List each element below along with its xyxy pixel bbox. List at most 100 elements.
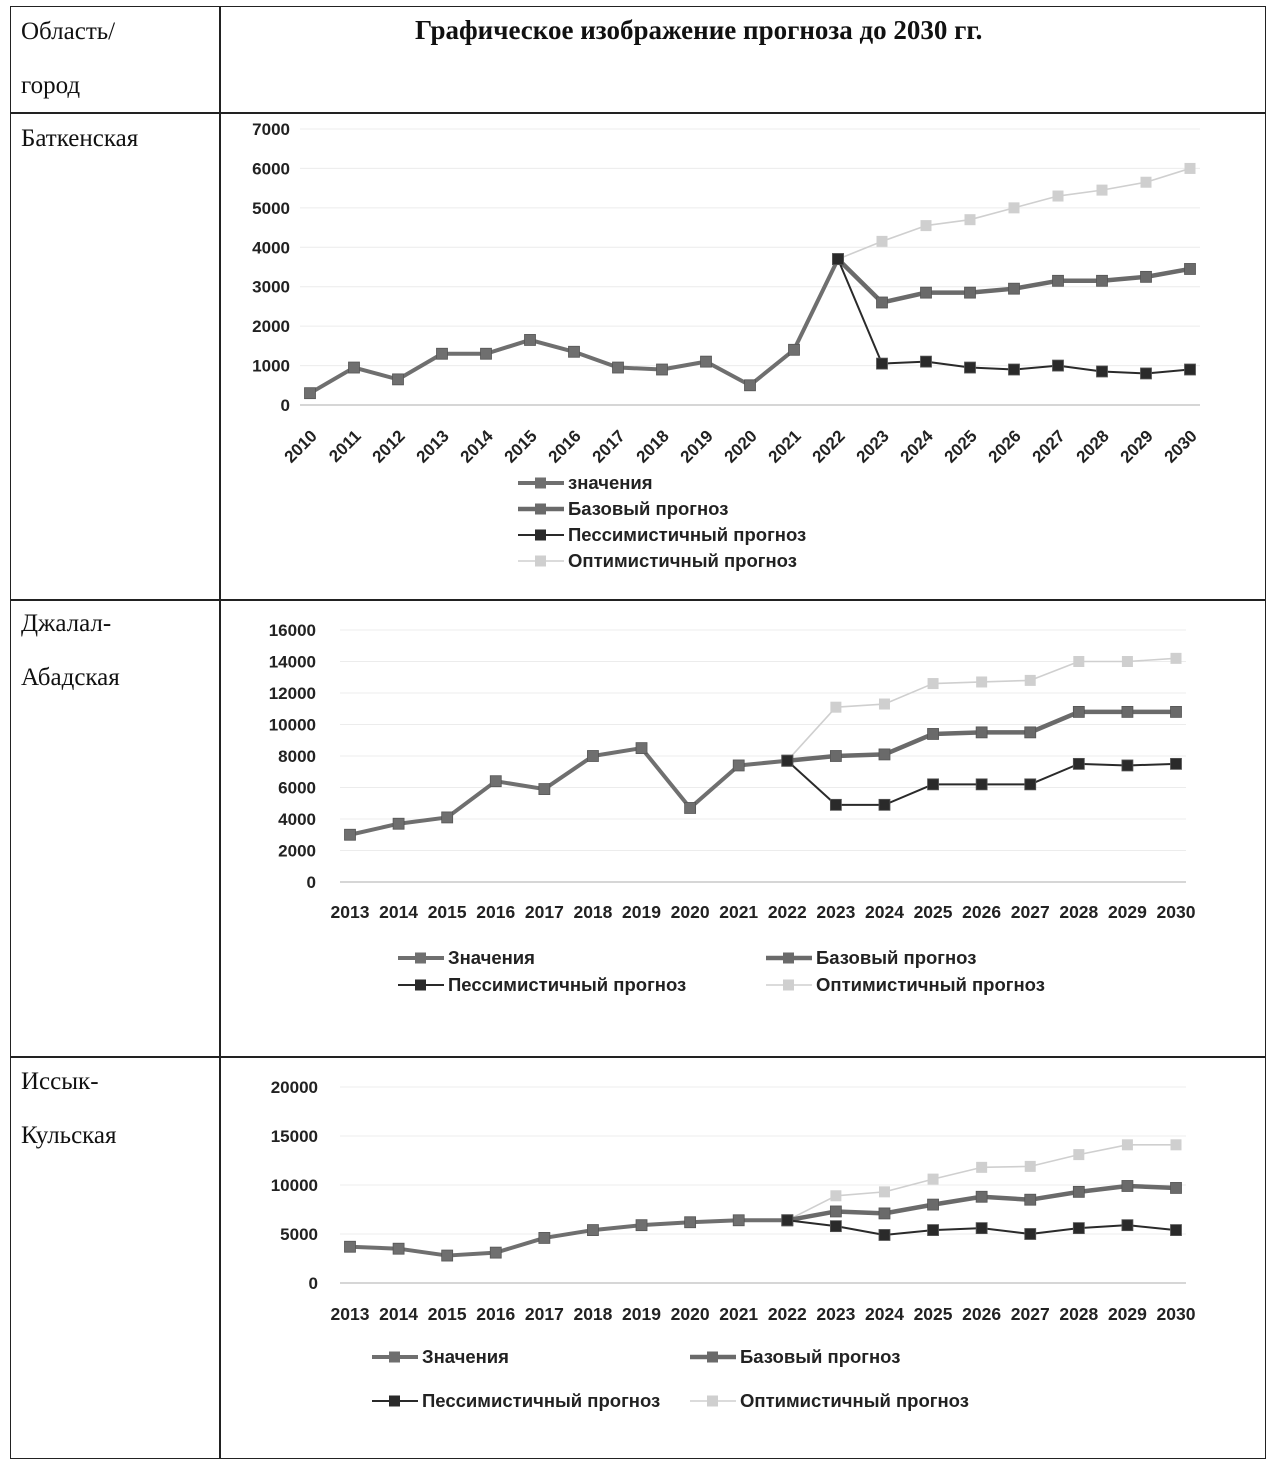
legend-label-pessimistic: Пессимистичный прогноз (448, 974, 686, 995)
data-point-values (684, 802, 697, 814)
x-tick-label: 2027 (1011, 902, 1050, 922)
data-point-base (1121, 706, 1134, 718)
x-tick-label: 2025 (914, 902, 953, 922)
data-point-optimistic (1184, 162, 1196, 174)
x-tick-label: 2027 (1029, 426, 1069, 466)
x-tick-label: 2023 (816, 902, 855, 922)
x-tick-label: 2020 (671, 1304, 710, 1324)
x-tick-label: 2019 (677, 426, 717, 466)
legend-label-pessimistic: Пессимистичный прогноз (568, 524, 806, 545)
legend-marker-optimistic (535, 555, 546, 567)
series-line-optimistic (786, 657, 1177, 762)
legend-marker-values (415, 952, 426, 964)
legend-label-optimistic: Оптимистичный прогноз (816, 974, 1045, 995)
series-line-optimistic (837, 167, 1191, 260)
data-point-optimistic (1170, 652, 1182, 664)
y-tick-label: 8000 (278, 747, 316, 766)
legend-marker-base (783, 952, 794, 964)
data-point-base (1072, 706, 1085, 718)
data-point-values (788, 343, 800, 356)
data-point-values (489, 1246, 502, 1259)
data-point-optimistic (878, 698, 890, 710)
data-point-pessimistic (1170, 757, 1182, 770)
data-point-values (635, 1219, 648, 1232)
data-point-values (489, 775, 502, 788)
data-point-pessimistic (781, 1214, 794, 1227)
y-tick-label: 15000 (271, 1127, 318, 1146)
header-divider (11, 112, 1265, 114)
x-tick-label: 2016 (545, 426, 585, 466)
data-point-optimistic (1140, 176, 1152, 188)
legend-label-base: Базовый прогноз (740, 1346, 900, 1367)
data-point-values (392, 373, 404, 386)
data-point-pessimistic (878, 1229, 891, 1241)
x-tick-label: 2010 (281, 426, 321, 466)
data-point-pessimistic (1024, 1228, 1037, 1240)
data-point-base (975, 1190, 988, 1203)
x-tick-label: 2021 (765, 426, 805, 466)
x-tick-label: 2020 (721, 426, 761, 466)
x-tick-label: 2017 (525, 902, 564, 922)
x-tick-label: 2015 (428, 1304, 467, 1324)
data-point-base (927, 728, 939, 740)
x-tick-label: 2030 (1157, 1304, 1196, 1324)
y-tick-label: 16000 (269, 621, 316, 640)
x-tick-label: 2025 (914, 1304, 953, 1324)
header-region-label-line1: Область/ (21, 18, 116, 45)
x-tick-label: 2023 (816, 1304, 855, 1324)
data-point-base (1008, 282, 1020, 295)
data-point-optimistic (1073, 656, 1085, 667)
x-tick-label: 2024 (897, 426, 938, 467)
y-tick-label: 0 (309, 1274, 318, 1293)
legend-label-values: значения (568, 472, 653, 493)
x-tick-label: 2015 (501, 426, 541, 466)
x-tick-label: 2016 (476, 1304, 515, 1324)
row-label-jalal-abad-line2: Абадская (21, 664, 120, 691)
data-point-pessimistic (927, 778, 939, 791)
legend-label-base: Базовый прогноз (568, 498, 728, 519)
x-tick-label: 2012 (369, 426, 409, 466)
data-point-values (441, 1249, 454, 1262)
data-point-pessimistic (876, 357, 888, 370)
data-point-base (1140, 270, 1152, 283)
data-point-values (436, 347, 448, 360)
data-point-pessimistic (1008, 363, 1020, 376)
x-tick-label: 2016 (476, 902, 515, 922)
x-tick-label: 2028 (1059, 1304, 1098, 1324)
data-point-pessimistic (829, 798, 842, 811)
data-point-optimistic (876, 235, 888, 247)
x-tick-label: 2015 (428, 902, 467, 922)
legend-marker-values (535, 477, 546, 489)
data-point-values (538, 783, 551, 795)
x-tick-label: 2021 (719, 1304, 758, 1324)
x-tick-label: 2028 (1059, 902, 1098, 922)
x-tick-label: 2020 (671, 902, 710, 922)
data-point-pessimistic (781, 754, 794, 767)
legend-marker-pessimistic (535, 529, 546, 541)
data-point-optimistic (1121, 1139, 1133, 1151)
x-tick-label: 2028 (1073, 426, 1113, 466)
data-point-optimistic (1024, 674, 1036, 686)
series-line-base (836, 257, 1191, 305)
legend-marker-optimistic (783, 979, 794, 991)
x-tick-label: 2019 (622, 1304, 661, 1324)
legend-label-values: Значения (448, 947, 535, 968)
jalal-abad-forecast-chart: 0 2000 4000 6000 8000 10000 12000 14000 16000 201… (269, 621, 1196, 995)
data-point-pessimistic (1140, 367, 1152, 380)
x-tick-label: 2026 (962, 902, 1001, 922)
series-line-values (349, 1218, 788, 1258)
data-point-values (587, 1224, 599, 1236)
data-point-pessimistic (829, 1220, 842, 1233)
x-tick-label: 2025 (941, 426, 981, 466)
x-tick-label: 2011 (325, 426, 365, 466)
data-point-pessimistic (1072, 1222, 1085, 1235)
data-point-optimistic (976, 1161, 988, 1173)
data-point-optimistic (927, 678, 939, 690)
row-label-jalal-abad-line1: Джалал- (21, 610, 112, 637)
x-tick-label: 2013 (413, 426, 453, 466)
y-tick-label: 4000 (252, 238, 290, 257)
data-point-optimistic (927, 1173, 939, 1185)
data-point-base (964, 286, 976, 299)
data-point-optimistic (1121, 656, 1133, 667)
